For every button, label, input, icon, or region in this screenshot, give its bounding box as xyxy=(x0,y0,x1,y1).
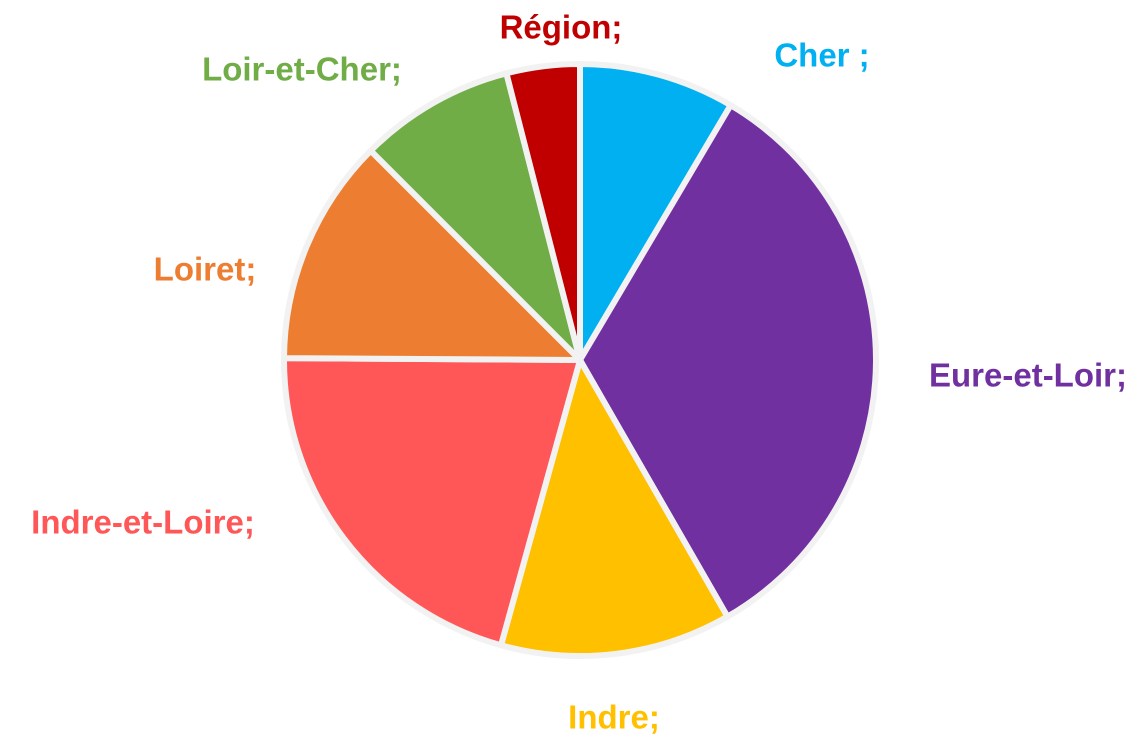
pie-slice xyxy=(281,355,583,649)
slice-label: Région; xyxy=(500,9,623,46)
slice-label: Eure-et-Loir; xyxy=(929,357,1127,394)
slice-label: Indre-et-Loire; xyxy=(31,504,255,541)
pie-slice xyxy=(503,61,583,363)
pie-slice xyxy=(367,70,583,363)
slice-label: Cher ; xyxy=(774,37,869,74)
pie-slice xyxy=(577,102,879,620)
pie-slice xyxy=(281,147,583,363)
slice-label: Loiret; xyxy=(154,251,257,288)
slice-label: Indre; xyxy=(568,699,660,736)
pie-slice xyxy=(577,61,734,363)
slice-label: Loir-et-Cher; xyxy=(202,51,402,88)
pie-slice xyxy=(497,357,731,659)
